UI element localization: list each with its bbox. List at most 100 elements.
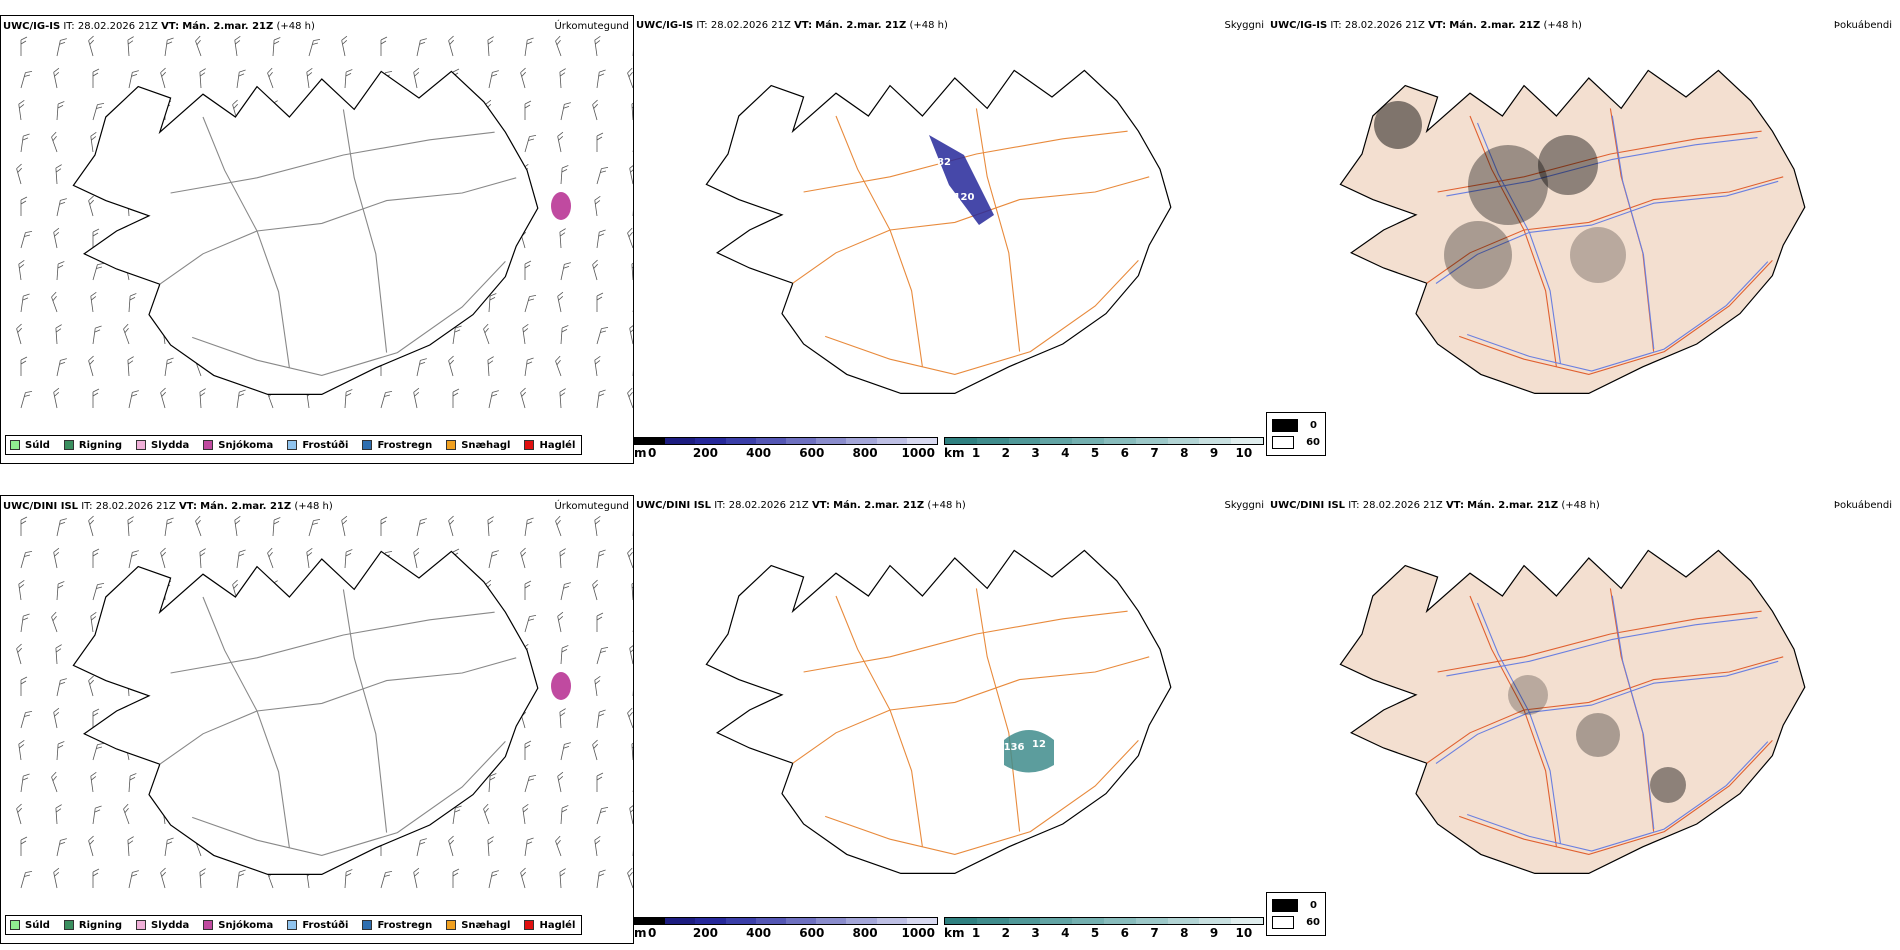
wind-barb: [164, 37, 174, 57]
wind-barb: [199, 68, 206, 89]
road-line: [1437, 610, 1762, 673]
wind-barb: [488, 773, 497, 793]
wind-barb: [592, 99, 598, 121]
wind-barb: [524, 740, 532, 760]
wind-barb: [559, 548, 566, 569]
legend-swatch: [63, 440, 74, 450]
colorbar-strip: [944, 917, 1264, 925]
precip-map-row2: [16, 515, 633, 889]
colorbar-tick-label: 7: [1150, 446, 1159, 460]
wind-barb: [20, 356, 28, 376]
wind-barb: [55, 324, 62, 345]
colorbar-labels: m 0 200 400 600 800 1000: [634, 445, 938, 460]
colorbar-segment: [755, 438, 787, 444]
colorbar-labels: m 0 200 400 600 800 1000: [634, 925, 938, 940]
wind-barb: [488, 293, 497, 313]
river-line: [1467, 741, 1769, 852]
fog-map-row2: [1339, 549, 1806, 874]
wind-barb: [596, 389, 606, 409]
wind-barb: [559, 228, 566, 249]
wind-barb: [596, 292, 604, 312]
wind-barb: [51, 291, 58, 313]
wind-barb: [524, 580, 532, 600]
road-line: [192, 741, 506, 856]
legend-label: Súld: [25, 439, 50, 451]
fog-legend-row: 0: [1272, 417, 1320, 434]
wind-barb: [629, 643, 633, 665]
wind-barb: [18, 260, 25, 281]
colorbar-tick-label: 1000: [901, 446, 935, 460]
wind-barb: [448, 835, 454, 857]
precip-panel-row1: UWC/IG-IS IT: 28.02.2026 21Z VT: Mán. 2.…: [0, 15, 634, 464]
colorbar-labels: km 1 2 3 4 5 6 7 8 9 10: [944, 925, 1264, 940]
colorbar-segment: [1040, 438, 1073, 444]
wind-barb: [452, 325, 462, 345]
wind-barb: [488, 70, 499, 89]
colorbar-segment: [635, 918, 666, 924]
colorbar-strip: [944, 437, 1264, 445]
wind-barb: [236, 389, 246, 409]
wind-barb: [416, 358, 427, 377]
legend-item: Snæhagl: [446, 440, 510, 451]
legend-swatch: [362, 920, 373, 930]
wind-barb: [92, 805, 102, 825]
colorbar-segment: [1167, 438, 1200, 444]
wind-barb: [128, 70, 139, 89]
visibility-value-label: 82: [937, 157, 951, 168]
road-line: [1437, 130, 1762, 193]
wind-barb: [522, 324, 529, 345]
legend-item: Haglél: [524, 440, 575, 451]
wind-barb: [16, 803, 22, 825]
wind-barb: [88, 195, 94, 217]
colorbar-segment: [1103, 438, 1136, 444]
colorbar-unit: km: [944, 926, 965, 940]
colorbar-tick-label: 6: [1120, 926, 1129, 940]
river-line: [1446, 617, 1758, 677]
colorbar-segment: [906, 438, 938, 444]
colorbar-strip: [634, 917, 938, 925]
wind-barb: [88, 35, 94, 57]
wind-barb: [128, 293, 137, 313]
wind-barb: [341, 35, 348, 57]
wind-barb: [56, 678, 67, 697]
colorbar-unit: km: [944, 446, 965, 460]
wind-barb: [164, 517, 174, 537]
legend-swatch: [446, 920, 457, 930]
river-line: [1435, 660, 1779, 764]
fog-legend-swatch: [1272, 436, 1295, 449]
wind-barb: [631, 100, 633, 121]
wind-barb: [164, 357, 174, 377]
colorbar-tick-label: 1000: [901, 926, 935, 940]
colorbar-segment: [945, 438, 977, 444]
wind-barb: [127, 356, 134, 377]
road-line: [803, 130, 1128, 193]
road-line: [803, 610, 1128, 673]
wind-barb: [522, 804, 529, 825]
fog-area: [1576, 713, 1620, 757]
road-line: [202, 116, 290, 368]
wind-barb: [596, 869, 606, 889]
colorbar-segment: [1199, 918, 1232, 924]
road-line: [835, 595, 923, 847]
wind-barb: [160, 387, 166, 409]
wind-barb: [90, 132, 97, 153]
colorbar-segment: [1072, 918, 1104, 924]
visibility-colorbar-row1: km 1 2 3 4 5 6 7 8 9 10: [944, 437, 1264, 460]
wind-barb: [596, 229, 606, 249]
wind-barb: [487, 356, 494, 377]
colorbar-tick-label: 8: [1180, 446, 1189, 460]
legend-swatch: [287, 440, 298, 450]
wind-barb: [592, 259, 598, 281]
colorbar-unit: m: [634, 926, 647, 940]
wind-barb: [51, 771, 58, 793]
wind-barb: [380, 516, 388, 536]
legend-swatch: [446, 440, 457, 450]
wind-barb: [555, 515, 562, 537]
wind-barb: [560, 102, 571, 121]
wind-barb: [88, 675, 94, 697]
legend-swatch: [136, 920, 147, 930]
wind-barb: [627, 547, 633, 569]
legend-item: Frostregn: [362, 920, 432, 931]
legend-label: Slydda: [151, 919, 190, 931]
colorbar-segment: [755, 918, 787, 924]
